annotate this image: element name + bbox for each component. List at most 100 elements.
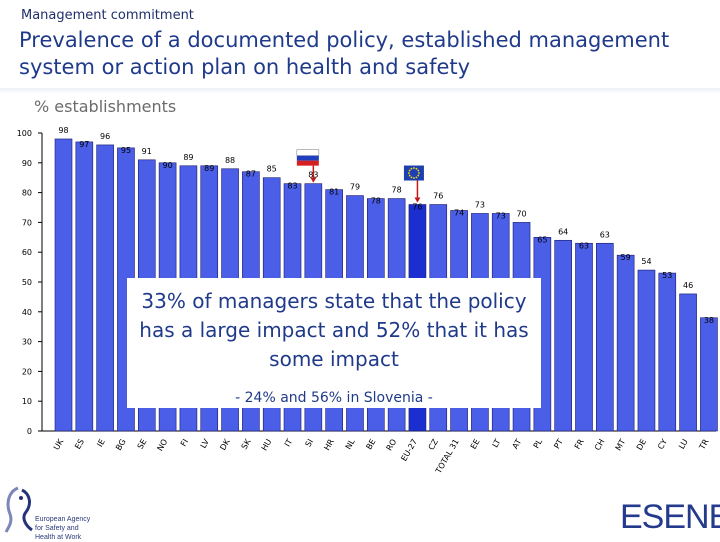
eu-flag-star [410,176,413,179]
x-tick-label: MT [614,437,628,452]
x-tick-label: IT [283,437,294,448]
y-tick-label: 80 [22,189,32,198]
bar-tr [700,317,718,432]
data-label: 89 [183,153,193,162]
x-tick-label: DK [218,437,232,452]
x-tick-label: SE [136,438,149,451]
bar-pt [554,239,572,432]
y-tick-label: 20 [22,367,32,376]
eu-flag-star [417,169,420,172]
bar-lu [679,293,697,432]
data-label: 91 [142,147,152,156]
x-tick-label: BE [364,438,377,452]
y-tick-label: 40 [22,308,32,317]
data-label: 98 [58,126,68,135]
data-label: 81 [329,188,339,197]
data-label: 53 [662,271,672,280]
x-tick-label: PL [532,437,545,450]
x-tick-label: DE [635,438,648,452]
data-label: 76 [433,192,443,201]
eu-flag-star [418,172,420,174]
x-tick-label: HU [260,437,274,452]
callout-note: - 24% and 56% in Slovenia - [235,390,433,406]
data-label: 63 [579,241,589,250]
eu-flag-icon [403,165,424,181]
data-label: 76 [412,203,422,212]
x-tick-label: EE [469,438,482,451]
y-tick-label: 0 [27,427,32,436]
x-tick-label: TR [697,437,711,452]
bar-fr [575,242,593,432]
y-tick-label: 100 [17,129,32,138]
eu-osha-logo [4,484,38,540]
x-tick-label: FR [573,437,586,451]
eu-flag-star [410,167,413,170]
data-label: 38 [704,316,714,325]
bar-es [75,141,94,432]
y-tick-label: 70 [22,218,32,227]
y-axis-label: % establishments [34,97,177,116]
page-title: Prevalence of a documented policy, estab… [19,28,670,79]
bar-mt [616,254,635,432]
data-label: 95 [121,146,131,155]
x-tick-label: EL [719,437,720,450]
data-label: 83 [287,182,297,191]
eu-osha-logo-text: European Agency for Safety and Health at… [35,516,91,541]
x-tick-label: LU [677,437,690,450]
data-label: 59 [621,253,631,262]
x-tick-label: SI [304,438,316,449]
x-tick-label: CZ [427,437,441,452]
data-label: 73 [496,211,506,220]
y-tick-label: 10 [22,397,32,406]
data-label: 70 [516,209,526,218]
data-label: 85 [267,165,277,174]
eu-flag-star [413,177,415,179]
y-tick-label: 90 [22,159,32,168]
eu-flag-star [408,169,411,172]
bar-cy [658,272,677,432]
data-label: 74 [454,208,464,217]
x-tick-label: PT [552,437,565,450]
x-tick-label: LV [199,437,212,450]
bar-ch [596,242,614,432]
data-label: 90 [163,161,173,170]
data-label: 65 [537,235,547,244]
data-label: 73 [475,200,485,209]
x-tick-label: HR [322,437,336,452]
bar-uk [54,138,73,432]
y-tick-label: 30 [22,338,32,347]
data-label: 46 [683,281,693,290]
x-tick-label: ES [73,438,86,451]
eu-flag-star [408,172,410,174]
data-label: 79 [350,183,360,192]
x-tick-label: FI [179,438,190,449]
data-label: 64 [558,227,568,236]
x-tick-label: UK [52,437,66,452]
callout-main: 33% of managers state that the policy ha… [139,289,529,371]
eu-flag-star [415,167,418,170]
eu-flag-star [413,167,415,169]
y-tick-label: 50 [22,278,32,287]
x-tick-label: BG [114,438,128,452]
x-tick-label: NO [155,438,169,453]
eu-flag-star [417,174,420,177]
slovenia-flag-stripe [296,160,319,166]
flag-pointer-arrow [414,197,421,203]
slovenia-flag-stripe [296,155,319,161]
y-tick-label: 60 [22,248,32,257]
x-tick-label: LT [491,437,503,449]
title-rule [0,88,720,94]
data-label: 87 [246,170,256,179]
x-tick-label: NL [344,437,357,451]
data-label: 96 [100,132,110,141]
x-tick-label: IE [95,438,107,449]
bar-de [637,269,656,432]
bar-ie [96,144,114,432]
data-label: 89 [204,164,214,173]
data-label: 63 [600,230,610,239]
x-tick-label: RO [385,438,399,453]
data-label: 97 [79,140,89,149]
x-tick-label: CH [593,438,607,453]
eu-flag-star [408,174,411,177]
slovenia-flag-icon [296,149,320,156]
